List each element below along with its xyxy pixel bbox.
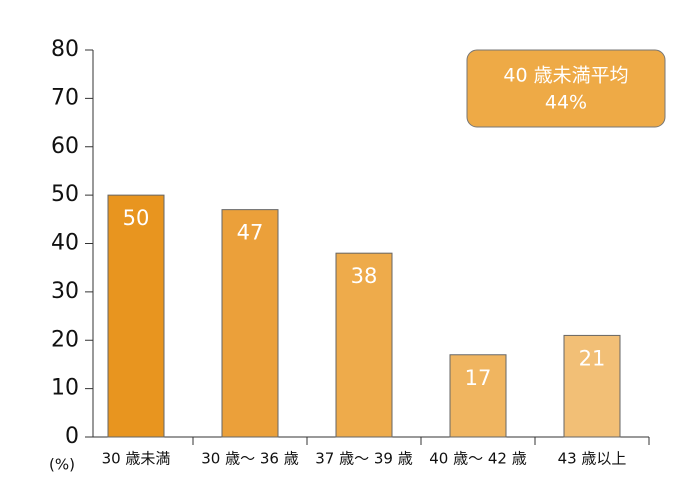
y-tick-label: 80 — [51, 37, 79, 62]
x-tick-label: 40 歳～ 42 歳 — [429, 450, 526, 468]
y-tick-label: 60 — [51, 134, 79, 159]
bar — [335, 252, 393, 438]
value-label: 17 — [465, 366, 492, 390]
annotation-box — [466, 49, 666, 128]
y-tick-label: 30 — [51, 279, 79, 304]
y-tick-label: 70 — [51, 85, 79, 110]
x-tick-label: 37 歳～ 39 歳 — [315, 450, 412, 468]
value-label: 21 — [579, 346, 606, 370]
y-tick-label: 20 — [51, 327, 79, 352]
annotation-text: 44% — [545, 92, 587, 114]
x-tick-label: 30 歳未満 — [102, 450, 171, 468]
y-unit-label: (%) — [49, 456, 75, 474]
bar — [107, 194, 165, 438]
y-tick-label: 50 — [51, 182, 79, 207]
annotation-text: 40 歳未満平均 — [503, 65, 628, 87]
bar — [449, 354, 507, 438]
value-label: 47 — [237, 221, 264, 245]
x-tick-label: 30 歳～ 36 歳 — [201, 450, 298, 468]
x-tick-label: 43 歳以上 — [558, 450, 627, 468]
y-tick-label: 10 — [51, 376, 79, 401]
y-tick-label: 40 — [51, 231, 79, 256]
bar — [221, 209, 279, 438]
value-label: 38 — [351, 264, 378, 288]
bar — [563, 334, 621, 438]
value-label: 50 — [123, 206, 150, 230]
y-tick-label: 0 — [65, 424, 79, 449]
